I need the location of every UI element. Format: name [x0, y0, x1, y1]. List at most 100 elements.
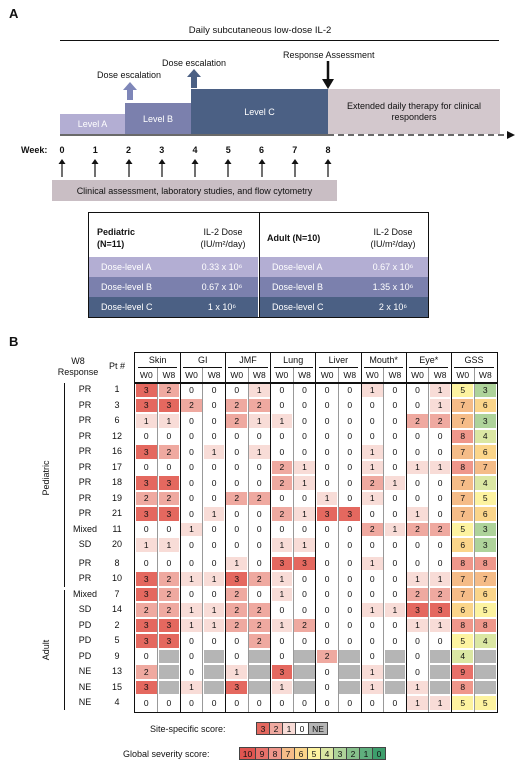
site-score-cell: 0	[339, 414, 360, 428]
week-assessment-arrow-icon	[158, 159, 166, 177]
dose-escalation-arrow-1-icon	[123, 82, 137, 100]
site-score-cell: 0	[407, 649, 428, 663]
adult-dose-row: Dose-level C 2 x 10⁶	[260, 297, 428, 317]
site-score-cell: 0	[339, 383, 360, 397]
site-score-cell: 0	[271, 445, 293, 459]
site-score-cell: 0	[339, 398, 360, 412]
site-score-cell	[384, 680, 406, 694]
adult-dose-level: Dose-level B	[272, 282, 324, 292]
timepoint-header: W0	[139, 370, 153, 380]
site-score-cell: 1	[203, 603, 225, 617]
site-score-cell: 0	[339, 476, 360, 490]
site-score-cell: 1	[271, 618, 293, 632]
site-score-cell: 2	[226, 414, 247, 428]
dose-table: Pediatric (N=11) IL-2 Dose (IU/m²/day) A…	[88, 212, 429, 318]
site-score-cell: 3	[136, 587, 157, 601]
site-score-cell: 0	[203, 491, 225, 505]
row-response: NE	[78, 697, 92, 707]
week-tick-label: 7	[292, 145, 298, 155]
gss-score-cell: 8	[452, 680, 473, 694]
site-score-cell: 0	[316, 572, 338, 586]
adult-dose-header-2: (IU/m²/day)	[370, 239, 416, 249]
site-score-cell: 0	[384, 572, 406, 586]
site-score-cell: 0	[407, 445, 428, 459]
site-score-cell: 0	[181, 649, 202, 663]
site-score-cell: 0	[407, 634, 428, 648]
site-score-cell: 0	[316, 634, 338, 648]
row-patient-number: 7	[114, 588, 120, 599]
timepoint-header: W8	[252, 370, 266, 380]
timepoint-header: W0	[230, 370, 244, 380]
global-legend-swatch: 9	[255, 747, 269, 760]
site-header: GI	[198, 355, 208, 365]
site-score-cell: 0	[249, 507, 270, 521]
site-score-cell: 0	[226, 538, 247, 552]
row-patient-number: 10	[111, 573, 122, 583]
site-score-cell: 0	[226, 460, 247, 474]
timepoint-header: W0	[365, 370, 379, 380]
site-score-cell: 0	[181, 696, 202, 710]
site-score-cell: 0	[249, 587, 270, 601]
row-response: PR	[78, 508, 92, 518]
site-score-cell: 0	[339, 696, 360, 710]
gss-score-cell: 8	[475, 618, 496, 632]
site-divider	[179, 353, 181, 712]
week-tick-label: 0	[59, 145, 65, 155]
site-score-cell	[203, 680, 225, 694]
site-score-cell: 0	[339, 445, 360, 459]
row-patient-number: 9	[114, 650, 120, 661]
site-score-cell: 2	[136, 491, 157, 505]
site-score-cell: 0	[203, 696, 225, 710]
site-score-cell: 0	[158, 522, 180, 536]
site-score-cell: 1	[181, 572, 202, 586]
timepoint-header: W8	[298, 370, 311, 380]
gss-score-cell: 7	[452, 587, 473, 601]
site-score-cell: 3	[136, 476, 157, 490]
site-score-cell: 2	[249, 618, 270, 632]
site-score-cell: 0	[339, 587, 360, 601]
site-score-cell: 0	[271, 429, 293, 443]
global-legend-swatch: 8	[268, 747, 282, 760]
timepoint-divider	[473, 368, 475, 712]
timepoint-header: W0	[320, 370, 334, 380]
timepoint-header: W8	[388, 370, 402, 380]
site-score-cell	[384, 649, 406, 663]
site-score-cell: 0	[136, 696, 157, 710]
site-score-cell	[249, 649, 270, 663]
row-response: PR	[78, 477, 92, 487]
week-assessment-arrow-icon	[224, 159, 232, 177]
site-score-cell: 0	[249, 522, 270, 536]
site-score-cell: 0	[339, 572, 360, 586]
gss-score-cell: 7	[452, 398, 473, 412]
site-score-cell: 1	[203, 572, 225, 586]
site-score-cell: 2	[136, 603, 157, 617]
site-score-cell: 3	[158, 507, 180, 521]
site-score-cell: 0	[249, 696, 270, 710]
row-response: PD	[78, 635, 92, 645]
site-score-cell	[158, 649, 180, 663]
site-score-cell: 1	[181, 680, 202, 694]
site-score-cell: 2	[181, 398, 202, 412]
site-score-cell: 0	[384, 383, 406, 397]
row-patient-number: 6	[114, 415, 120, 425]
site-score-cell: 0	[181, 587, 202, 601]
site-score-cell: 2	[226, 587, 247, 601]
site-score-cell: 0	[226, 429, 247, 443]
site-divider	[450, 353, 452, 712]
site-score-cell: 0	[316, 665, 338, 679]
gss-score-cell: 8	[452, 460, 473, 474]
site-score-cell	[294, 680, 315, 694]
timepoint-header: W8	[207, 370, 221, 380]
site-score-cell: 1	[316, 491, 338, 505]
site-score-cell: 0	[203, 383, 225, 397]
site-score-cell: 0	[271, 649, 293, 663]
site-header: Skin	[148, 355, 167, 365]
site-score-cell: 2	[249, 634, 270, 648]
site-score-cell	[294, 665, 315, 679]
site-score-cell: 0	[249, 429, 270, 443]
adult-dose-value: 1.35 x 10⁶	[372, 282, 414, 292]
site-header: Lung	[283, 355, 304, 365]
site-header: GSS	[464, 355, 484, 365]
site-score-cell: 0	[203, 429, 225, 443]
dose-escalation-arrow-2-icon	[187, 69, 201, 88]
